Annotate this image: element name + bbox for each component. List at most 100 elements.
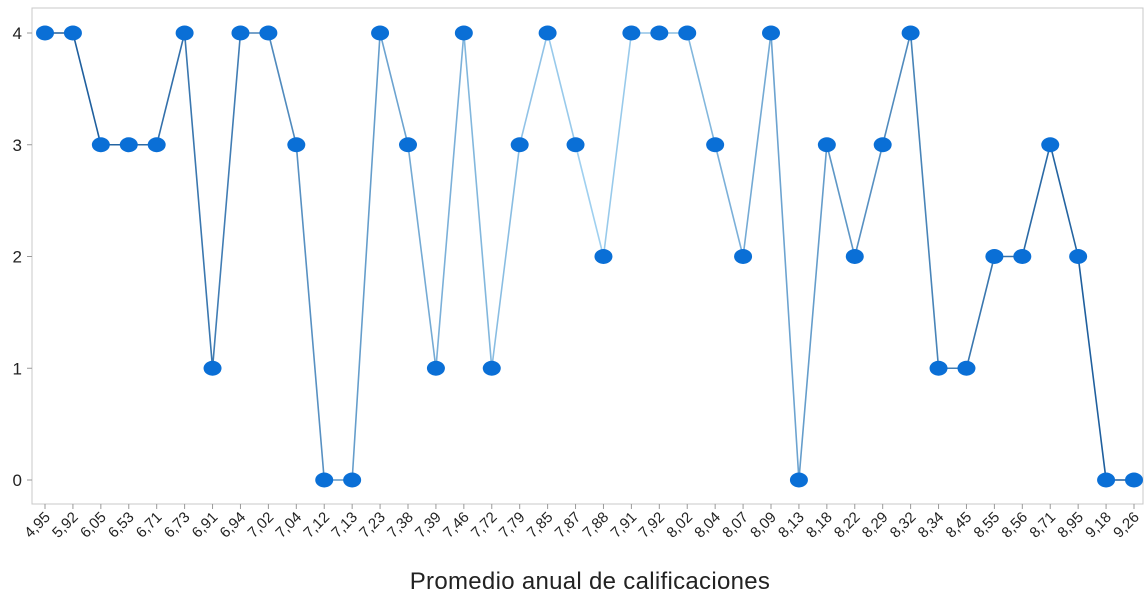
x-tick-label: 8,32: [887, 509, 920, 542]
y-tick-label: 4: [13, 24, 22, 43]
x-tick-label: 8,22: [831, 509, 864, 542]
series-line-segment: [155, 32, 186, 145]
x-tick-label: 9,18: [1082, 509, 1115, 542]
x-tick-label: 6,94: [217, 509, 250, 542]
series-line-segment: [435, 32, 465, 369]
x-tick-label: 9,26: [1110, 509, 1143, 542]
data-point: [259, 25, 278, 41]
data-point: [231, 25, 250, 41]
x-tick-label: 8,45: [943, 509, 976, 542]
data-point: [929, 360, 948, 376]
x-tick-label: 8,09: [747, 509, 780, 542]
y-tick-label: 1: [13, 359, 22, 378]
data-point: [622, 25, 641, 41]
series-line-segment: [853, 144, 884, 257]
data-point: [957, 360, 976, 376]
data-point: [650, 25, 669, 41]
x-tick-label: 7,12: [300, 509, 333, 542]
y-tick-label: 0: [13, 471, 22, 490]
x-tick-label: 7,39: [412, 509, 445, 542]
series-line-segment: [798, 144, 828, 481]
x-tick-label: 7,23: [356, 509, 389, 542]
data-point: [36, 25, 54, 41]
data-point: [287, 137, 306, 153]
series-line-segment: [881, 32, 912, 145]
data-point: [482, 360, 501, 376]
x-tick-label: 7,72: [468, 509, 501, 542]
data-point: [1125, 472, 1143, 488]
series-line-segment: [965, 256, 996, 369]
x-tick-label: 8,71: [1026, 509, 1059, 542]
series-line-segment: [490, 144, 521, 369]
x-tick-label: 8,55: [971, 509, 1004, 542]
data-point: [147, 137, 166, 153]
x-tick-label: 7,02: [245, 509, 278, 542]
y-tick-label: 3: [13, 136, 22, 155]
series-line-segment: [1077, 256, 1107, 481]
x-tick-label: 7,92: [635, 509, 668, 542]
data-point: [510, 137, 529, 153]
series-line-segment: [686, 32, 716, 145]
data-point: [594, 249, 613, 264]
x-tick-label: 7,91: [608, 509, 641, 542]
data-point: [985, 249, 1004, 264]
data-point: [706, 137, 725, 153]
data-point: [678, 25, 697, 41]
x-tick-label: 6,05: [77, 509, 110, 542]
data-point: [203, 360, 222, 376]
x-tick-label: 7,04: [272, 509, 305, 542]
x-tick-label: 6,71: [133, 509, 166, 542]
data-point: [762, 25, 780, 41]
data-point: [566, 137, 585, 153]
series-line-segment: [267, 32, 298, 145]
data-point: [734, 249, 753, 264]
x-tick-label: 7,38: [384, 509, 417, 542]
x-tick-label: 6,73: [161, 509, 194, 542]
series-line-segment: [909, 32, 940, 369]
data-point: [873, 137, 892, 153]
series-line-segment: [351, 32, 381, 481]
series-line-segment: [463, 32, 493, 369]
series-line-segment: [742, 32, 772, 257]
data-point: [789, 472, 808, 488]
series-line-segment: [211, 32, 242, 369]
x-tick-label: 8,34: [915, 509, 948, 542]
series-line-segment: [770, 32, 800, 481]
series-line-segment: [183, 32, 214, 369]
x-tick-label: 8,04: [691, 509, 724, 542]
series-line-segment: [407, 144, 437, 369]
x-tick-label: 7,85: [524, 509, 557, 542]
x-tick-label: 7,79: [496, 509, 529, 542]
x-tick-label: 8,13: [775, 509, 808, 542]
series-line-segment: [518, 32, 549, 145]
series-line-segment: [295, 144, 326, 481]
y-tick-label: 2: [13, 248, 22, 267]
x-tick-label: 6,91: [189, 509, 222, 542]
data-point: [901, 25, 920, 41]
data-point: [1097, 472, 1116, 488]
series-line-segment: [72, 32, 102, 145]
data-point: [1013, 249, 1032, 264]
series-line-segment: [714, 144, 744, 257]
series-line-segment: [546, 32, 577, 145]
data-point: [426, 360, 445, 376]
x-tick-label: 5,92: [49, 509, 82, 542]
x-axis-label: Promedio anual de calificaciones: [409, 568, 771, 595]
data-point: [454, 25, 473, 41]
x-tick-label: 8,02: [663, 509, 696, 542]
data-point: [399, 137, 417, 153]
x-tick-label: 8,07: [719, 509, 752, 542]
x-tick-label: 4,95: [21, 509, 54, 542]
x-tick-label: 7,46: [440, 509, 473, 542]
x-tick-label: 7,88: [580, 509, 613, 542]
x-tick-label: 8,95: [1054, 509, 1087, 542]
series-line-segment: [602, 32, 633, 257]
series-line-segment: [379, 32, 409, 145]
series-line-segment: [1021, 144, 1052, 257]
x-tick-label: 7,13: [328, 509, 361, 542]
series-line-segment: [574, 144, 605, 257]
data-point: [119, 137, 138, 153]
x-tick-label: 8,29: [859, 509, 892, 542]
